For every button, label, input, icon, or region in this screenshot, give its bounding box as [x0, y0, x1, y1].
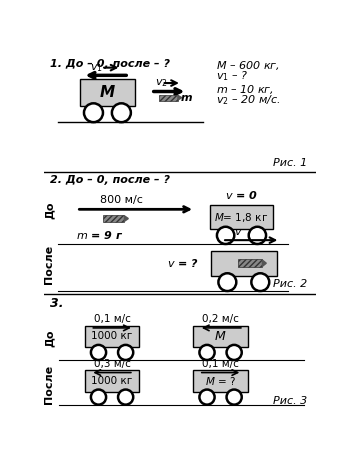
- Text: $m$ – 10 кг,: $m$ – 10 кг,: [216, 83, 274, 96]
- Text: 0,1 м/с: 0,1 м/с: [94, 314, 131, 324]
- Bar: [238, 260, 263, 267]
- Circle shape: [199, 345, 214, 360]
- Circle shape: [199, 390, 214, 405]
- Bar: [210, 205, 273, 229]
- Text: m: m: [181, 93, 193, 103]
- Text: $M$: $M$: [214, 330, 227, 343]
- Text: $v_2$: $v_2$: [155, 77, 167, 89]
- Text: Рис. 2: Рис. 2: [273, 279, 307, 290]
- Text: 0,3 м/с: 0,3 м/с: [94, 359, 131, 369]
- Text: $v$: $v$: [234, 227, 243, 237]
- Circle shape: [226, 345, 242, 360]
- Text: До: До: [44, 330, 54, 348]
- Text: После: После: [44, 244, 54, 284]
- Polygon shape: [125, 216, 128, 221]
- Text: $M$ = ?: $M$ = ?: [205, 375, 236, 387]
- Circle shape: [118, 345, 133, 360]
- Text: $M$ – 600 кг,: $M$ – 600 кг,: [216, 59, 280, 72]
- Circle shape: [118, 390, 133, 405]
- Text: 1. До – 0, после – ?: 1. До – 0, после – ?: [50, 59, 170, 69]
- Text: $M$= 1,8 кг: $M$= 1,8 кг: [214, 211, 269, 224]
- Bar: [80, 79, 135, 106]
- Circle shape: [218, 273, 236, 291]
- Bar: [85, 370, 139, 392]
- Circle shape: [112, 103, 131, 122]
- Text: $v$ = ?: $v$ = ?: [167, 257, 199, 269]
- Text: $m$ = 9 г: $m$ = 9 г: [77, 229, 124, 241]
- Text: 2. До – 0, после – ?: 2. До – 0, после – ?: [50, 176, 170, 185]
- Text: M: M: [100, 85, 115, 100]
- Text: $v_1$ – ?: $v_1$ – ?: [216, 69, 248, 83]
- Circle shape: [251, 273, 269, 291]
- Circle shape: [217, 227, 234, 244]
- Text: Рис. 3: Рис. 3: [273, 396, 307, 407]
- Bar: [103, 215, 125, 222]
- Polygon shape: [178, 95, 182, 100]
- Bar: [193, 370, 248, 392]
- Text: Рис. 1: Рис. 1: [273, 158, 307, 168]
- Bar: [85, 325, 139, 347]
- Circle shape: [91, 390, 106, 405]
- Circle shape: [91, 345, 106, 360]
- Bar: [211, 250, 277, 276]
- Circle shape: [84, 103, 103, 122]
- Text: 3.: 3.: [50, 297, 64, 310]
- Bar: [193, 325, 248, 347]
- Circle shape: [249, 227, 266, 244]
- Circle shape: [226, 390, 242, 405]
- Text: $v_1$: $v_1$: [90, 62, 103, 74]
- Text: 0,2 м/с: 0,2 м/с: [202, 314, 239, 324]
- Text: 1000 кг: 1000 кг: [92, 331, 133, 341]
- Text: До: До: [44, 201, 54, 219]
- Text: 0,1 м/с: 0,1 м/с: [202, 359, 239, 369]
- Text: 1000 кг: 1000 кг: [92, 376, 133, 386]
- Bar: [159, 95, 178, 101]
- Text: 800 м/с: 800 м/с: [100, 195, 143, 206]
- Polygon shape: [263, 260, 266, 266]
- Text: $v$ = 0: $v$ = 0: [225, 189, 258, 201]
- Text: После: После: [44, 365, 54, 404]
- Text: $v_2$ – 20 м/с.: $v_2$ – 20 м/с.: [216, 93, 280, 107]
